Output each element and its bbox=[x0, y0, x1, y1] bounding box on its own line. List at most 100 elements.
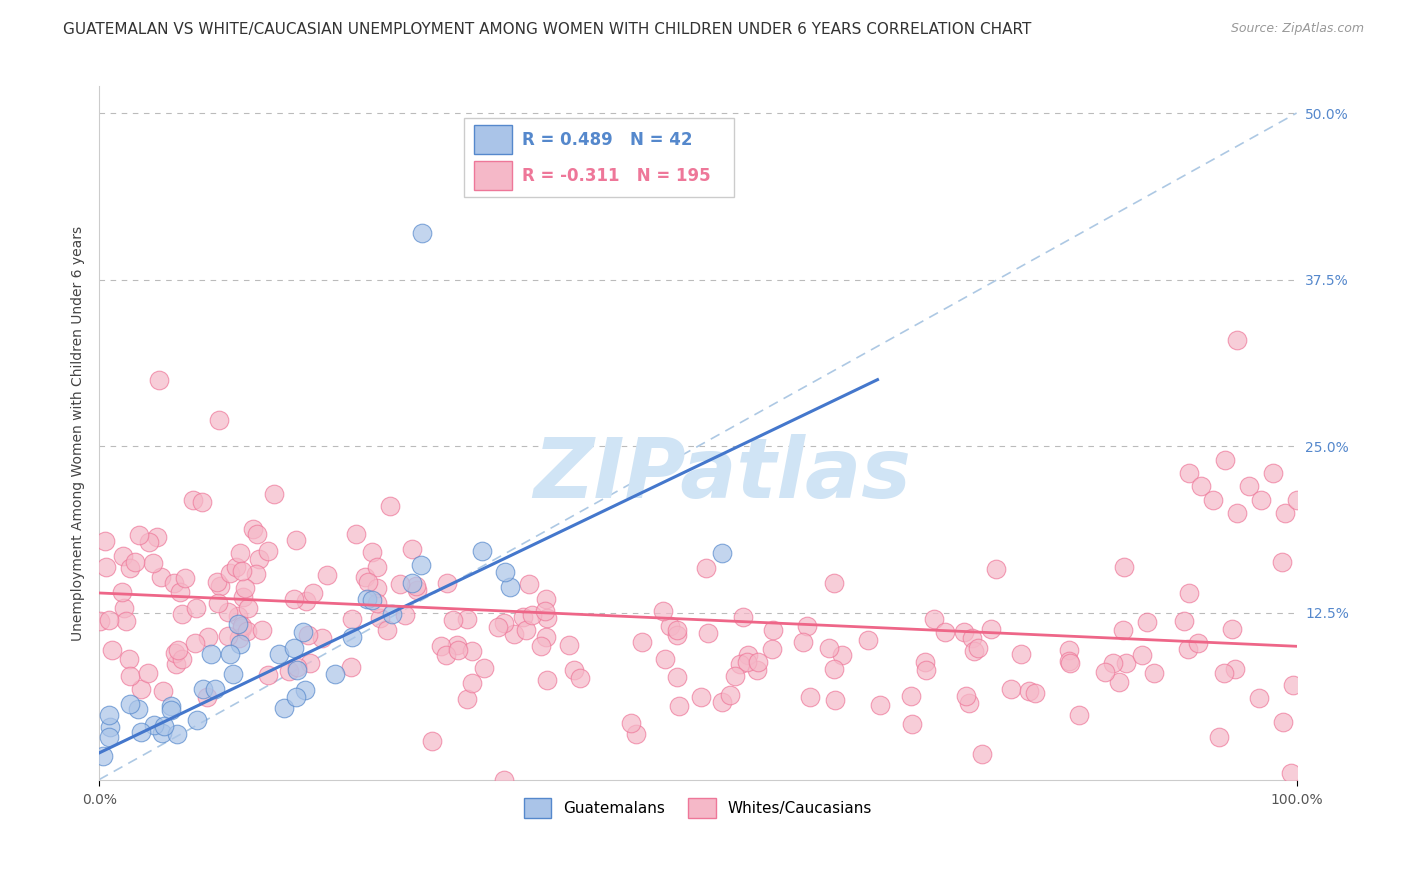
Point bbox=[747, 655, 769, 669]
Point bbox=[690, 690, 713, 704]
Point bbox=[285, 690, 308, 705]
Point bbox=[456, 612, 478, 626]
Point bbox=[761, 641, 783, 656]
Point bbox=[831, 648, 853, 663]
Point bbox=[114, 614, 136, 628]
Point bbox=[129, 725, 152, 739]
Point bbox=[970, 747, 993, 762]
Point bbox=[299, 656, 322, 670]
Point bbox=[375, 623, 398, 637]
Point bbox=[118, 652, 141, 666]
Point bbox=[389, 577, 412, 591]
Point bbox=[231, 621, 253, 635]
Point bbox=[494, 615, 516, 630]
Point bbox=[823, 662, 845, 676]
Point bbox=[292, 625, 315, 640]
Point bbox=[536, 630, 558, 644]
Point bbox=[668, 698, 690, 713]
Point bbox=[142, 556, 165, 570]
Point bbox=[1136, 615, 1159, 629]
Point bbox=[246, 526, 269, 541]
Point bbox=[1111, 623, 1133, 637]
Point bbox=[344, 526, 367, 541]
Point bbox=[96, 560, 118, 574]
Point bbox=[666, 624, 689, 638]
Point bbox=[1010, 647, 1032, 661]
Point bbox=[762, 624, 785, 638]
Point bbox=[461, 643, 484, 657]
Point bbox=[91, 748, 114, 763]
Point bbox=[297, 628, 319, 642]
Point bbox=[1130, 648, 1153, 662]
Point bbox=[957, 696, 980, 710]
Point bbox=[422, 733, 444, 747]
Text: GUATEMALAN VS WHITE/CAUCASIAN UNEMPLOYMENT AMONG WOMEN WITH CHILDREN UNDER 6 YEA: GUATEMALAN VS WHITE/CAUCASIAN UNEMPLOYME… bbox=[63, 22, 1032, 37]
Point bbox=[138, 534, 160, 549]
Point bbox=[869, 698, 891, 712]
Point bbox=[232, 590, 254, 604]
Point bbox=[228, 637, 250, 651]
Point bbox=[1178, 586, 1201, 600]
Point bbox=[486, 620, 509, 634]
Point bbox=[471, 544, 494, 558]
Point bbox=[118, 669, 141, 683]
Point bbox=[986, 562, 1008, 576]
Point bbox=[204, 681, 226, 696]
Point bbox=[381, 607, 404, 621]
Point bbox=[447, 642, 470, 657]
Point bbox=[169, 584, 191, 599]
Point bbox=[340, 660, 363, 674]
Point bbox=[366, 581, 388, 595]
Point bbox=[142, 718, 165, 732]
Point bbox=[441, 613, 464, 627]
Point bbox=[1202, 492, 1225, 507]
Point bbox=[233, 581, 256, 595]
Point bbox=[111, 585, 134, 599]
Point bbox=[517, 577, 540, 591]
Point bbox=[207, 574, 229, 589]
Point bbox=[197, 630, 219, 644]
Point bbox=[165, 657, 187, 672]
Point bbox=[1237, 479, 1260, 493]
Point bbox=[1108, 675, 1130, 690]
Point bbox=[824, 693, 846, 707]
Point bbox=[148, 373, 170, 387]
Point bbox=[1189, 479, 1212, 493]
Point bbox=[962, 631, 984, 645]
Bar bbox=[474, 161, 512, 190]
Point bbox=[620, 715, 643, 730]
Point bbox=[160, 703, 183, 717]
Point bbox=[446, 638, 468, 652]
Point bbox=[218, 648, 240, 662]
Point bbox=[1000, 681, 1022, 696]
Point bbox=[796, 619, 818, 633]
Point bbox=[167, 643, 190, 657]
Point bbox=[160, 698, 183, 713]
Point bbox=[900, 689, 922, 703]
Point bbox=[186, 600, 208, 615]
Point bbox=[1250, 492, 1272, 507]
Point bbox=[1208, 731, 1230, 745]
Point bbox=[225, 559, 247, 574]
Text: R = 0.489   N = 42: R = 0.489 N = 42 bbox=[522, 131, 692, 149]
Point bbox=[536, 673, 558, 688]
Point bbox=[226, 616, 249, 631]
Point bbox=[186, 713, 208, 727]
Point bbox=[311, 632, 333, 646]
Point bbox=[138, 665, 160, 680]
Point bbox=[534, 591, 557, 606]
Point bbox=[153, 718, 176, 732]
Point bbox=[1271, 714, 1294, 729]
Point bbox=[208, 412, 231, 426]
Point bbox=[146, 530, 169, 544]
Point bbox=[530, 640, 553, 654]
Point bbox=[124, 555, 146, 569]
Point bbox=[1018, 683, 1040, 698]
Point bbox=[98, 720, 121, 734]
Point bbox=[163, 646, 186, 660]
Point bbox=[1094, 665, 1116, 679]
Point bbox=[1143, 665, 1166, 680]
Point bbox=[231, 619, 253, 633]
Point bbox=[357, 575, 380, 590]
Point bbox=[654, 652, 676, 666]
